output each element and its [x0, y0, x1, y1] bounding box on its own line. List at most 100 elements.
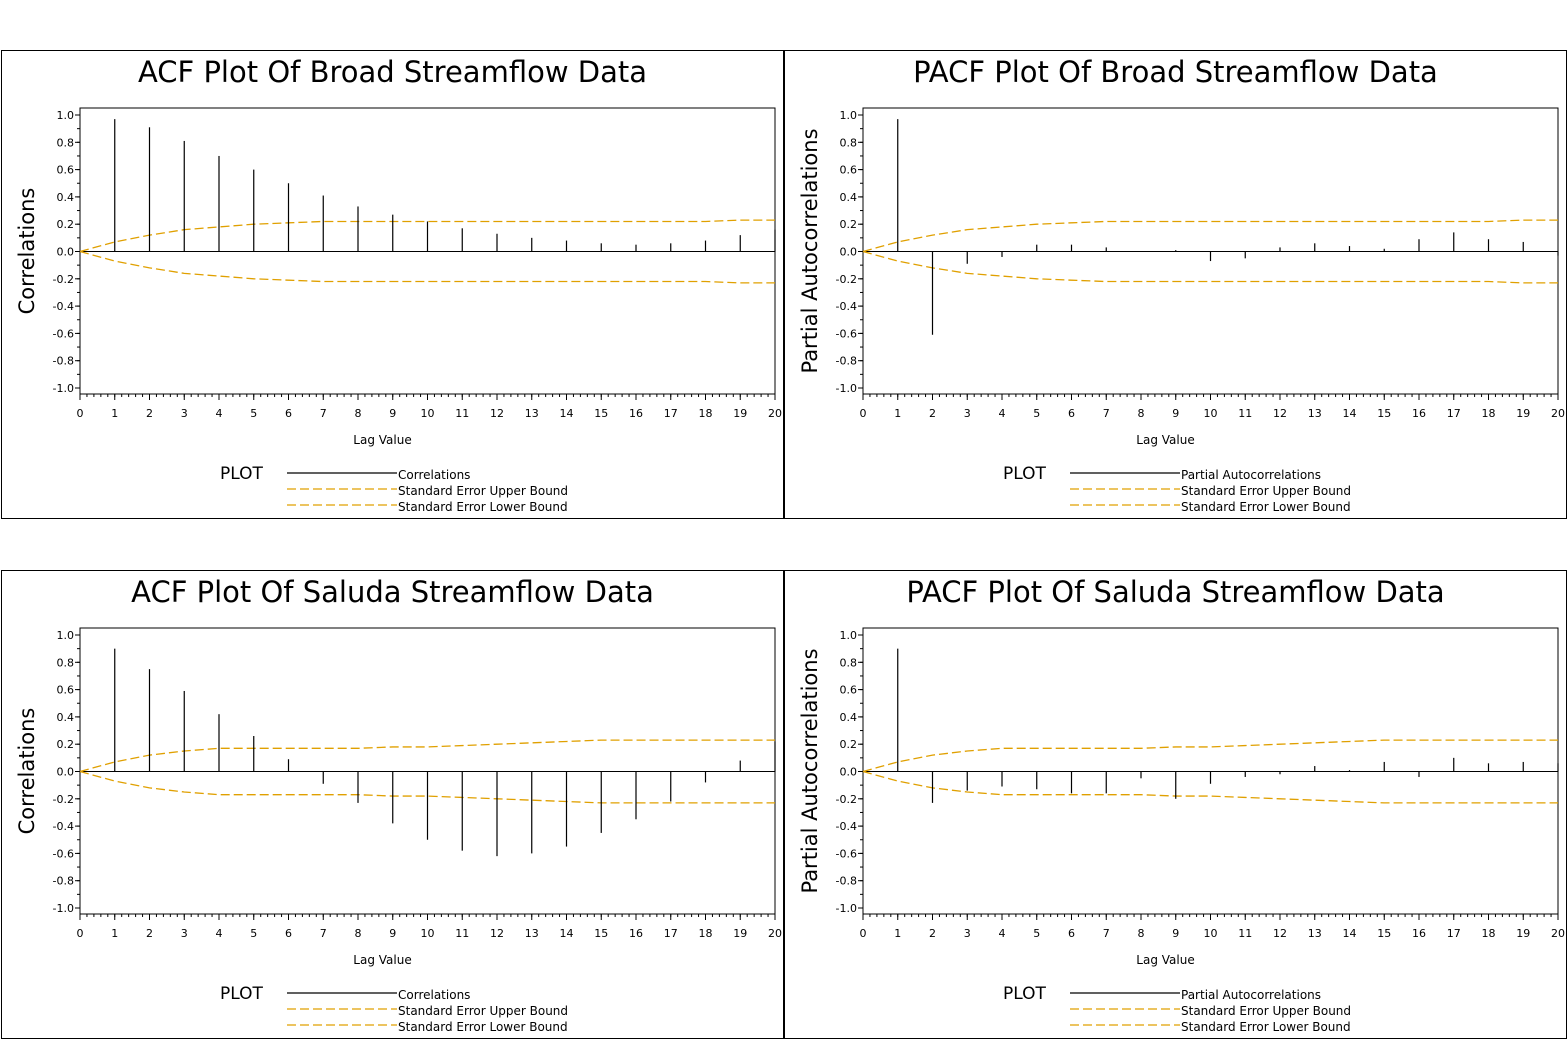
- chart-panel-acf-broad: ACF Plot Of Broad Streamflow Data Correla…: [1, 50, 784, 519]
- x-tick-label: 1: [894, 927, 901, 940]
- x-tick-label: 19: [1516, 407, 1530, 420]
- y-tick-label: -0.4: [836, 820, 857, 833]
- y-tick-label: -0.8: [836, 875, 857, 888]
- y-tick-label: 0.0: [840, 246, 858, 259]
- x-tick-label: 1: [111, 407, 118, 420]
- y-tick-label: -1.0: [836, 902, 857, 915]
- x-tick-label: 20: [768, 407, 782, 420]
- legend-entry-label: Standard Error Upper Bound: [1181, 484, 1351, 498]
- y-tick-label: -1.0: [836, 382, 857, 395]
- chart-title: ACF Plot Of Saluda Streamflow Data: [131, 575, 654, 609]
- y-tick-label: 0.8: [57, 136, 75, 149]
- x-tick-label: 17: [664, 407, 678, 420]
- x-tick-label: 3: [181, 407, 188, 420]
- x-tick-label: 14: [1343, 407, 1357, 420]
- x-tick-label: 13: [525, 407, 539, 420]
- x-tick-label: 19: [733, 407, 747, 420]
- x-tick-label: 19: [733, 927, 747, 940]
- x-tick-label: 11: [1238, 407, 1252, 420]
- chart-title: ACF Plot Of Broad Streamflow Data: [138, 55, 647, 89]
- x-tick-label: 16: [629, 407, 643, 420]
- legend-entry-label: Standard Error Lower Bound: [398, 1020, 568, 1034]
- x-tick-label: 0: [860, 927, 867, 940]
- x-tick-label: 6: [285, 407, 292, 420]
- chart-panel-pacf-broad: PACF Plot Of Broad Streamflow Data Partia…: [784, 50, 1567, 519]
- upper-bound-line: [79, 219, 775, 253]
- x-tick-label: 14: [560, 407, 574, 420]
- legend-entry-label: Standard Error Upper Bound: [398, 484, 568, 498]
- x-tick-label: 7: [1103, 407, 1110, 420]
- y-tick-label: 0.4: [840, 711, 858, 724]
- legend-title: PLOT: [1003, 984, 1046, 1004]
- upper-bound-line: [862, 219, 1558, 253]
- x-tick-label: 3: [181, 927, 188, 940]
- y-axis-label: Correlations: [15, 708, 39, 835]
- y-tick-label: 1.0: [840, 629, 858, 642]
- x-tick-label: 8: [1138, 927, 1145, 940]
- x-tick-label: 9: [1172, 927, 1179, 940]
- legend-entry-label: Standard Error Lower Bound: [1181, 500, 1351, 514]
- legend-entry-label: Partial Autocorrelations: [1181, 988, 1321, 1002]
- x-tick-label: 3: [964, 927, 971, 940]
- legend-title: PLOT: [220, 464, 263, 484]
- y-tick-label: -0.8: [53, 875, 74, 888]
- legend-entry-label: Correlations: [398, 988, 470, 1002]
- x-tick-label: 11: [1238, 927, 1252, 940]
- lower-bound-line: [862, 250, 1558, 284]
- y-tick-label: 0.0: [840, 766, 858, 779]
- x-tick-label: 2: [146, 407, 153, 420]
- chart-panel-acf-saluda: ACF Plot Of Saluda Streamflow Data Correl…: [1, 570, 784, 1039]
- x-tick-label: 7: [320, 407, 327, 420]
- x-tick-label: 14: [560, 927, 574, 940]
- x-tick-label: 20: [768, 927, 782, 940]
- y-tick-label: -0.8: [836, 355, 857, 368]
- x-tick-label: 18: [699, 407, 713, 420]
- x-tick-label: 11: [455, 407, 469, 420]
- x-tick-label: 12: [1273, 407, 1287, 420]
- x-tick-label: 19: [1516, 927, 1530, 940]
- legend-entry-label: Standard Error Lower Bound: [1181, 1020, 1351, 1034]
- x-tick-label: 4: [999, 407, 1006, 420]
- x-tick-label: 2: [929, 927, 936, 940]
- y-tick-label: -0.4: [53, 300, 74, 313]
- y-axis-label: Correlations: [15, 188, 39, 315]
- y-axis-label: Partial Autocorrelations: [798, 128, 822, 373]
- y-tick-label: 0.2: [57, 738, 75, 751]
- x-tick-label: 0: [860, 407, 867, 420]
- upper-bound-line: [79, 739, 775, 773]
- x-tick-label: 2: [146, 927, 153, 940]
- x-tick-label: 6: [1068, 407, 1075, 420]
- x-tick-label: 3: [964, 407, 971, 420]
- legend-entry-label: Standard Error Lower Bound: [398, 500, 568, 514]
- lower-bound-line: [79, 770, 775, 804]
- y-tick-label: 0.4: [57, 711, 75, 724]
- x-tick-label: 9: [389, 927, 396, 940]
- y-tick-label: 0.4: [57, 191, 75, 204]
- y-tick-label: 0.2: [840, 218, 858, 231]
- x-tick-label: 6: [285, 927, 292, 940]
- chart-svg-acf-broad: ACF Plot Of Broad Streamflow Data Correla…: [15, 55, 782, 514]
- lower-bound-line: [79, 250, 775, 284]
- chart-panel-pacf-saluda: PACF Plot Of Saluda Streamflow Data Parti…: [784, 570, 1567, 1039]
- y-tick-label: -0.2: [53, 273, 74, 286]
- x-tick-label: 16: [629, 927, 643, 940]
- y-tick-label: 0.6: [840, 684, 858, 697]
- y-tick-label: 0.2: [840, 738, 858, 751]
- x-tick-label: 11: [455, 927, 469, 940]
- x-axis-label: Lag Value: [353, 433, 411, 447]
- x-tick-label: 18: [699, 927, 713, 940]
- x-tick-label: 1: [111, 927, 118, 940]
- x-tick-label: 7: [320, 927, 327, 940]
- y-tick-label: -0.8: [53, 355, 74, 368]
- x-tick-label: 10: [421, 927, 435, 940]
- x-tick-label: 0: [77, 407, 84, 420]
- legend-entry-label: Standard Error Upper Bound: [1181, 1004, 1351, 1018]
- y-tick-label: 1.0: [57, 109, 75, 122]
- x-tick-label: 20: [1551, 407, 1565, 420]
- x-tick-label: 10: [1204, 407, 1218, 420]
- chart-title: PACF Plot Of Broad Streamflow Data: [913, 55, 1438, 89]
- x-tick-label: 10: [1204, 927, 1218, 940]
- y-axis-label: Partial Autocorrelations: [798, 648, 822, 893]
- legend-entry-label: Partial Autocorrelations: [1181, 468, 1321, 482]
- legend-entry-label: Standard Error Upper Bound: [398, 1004, 568, 1018]
